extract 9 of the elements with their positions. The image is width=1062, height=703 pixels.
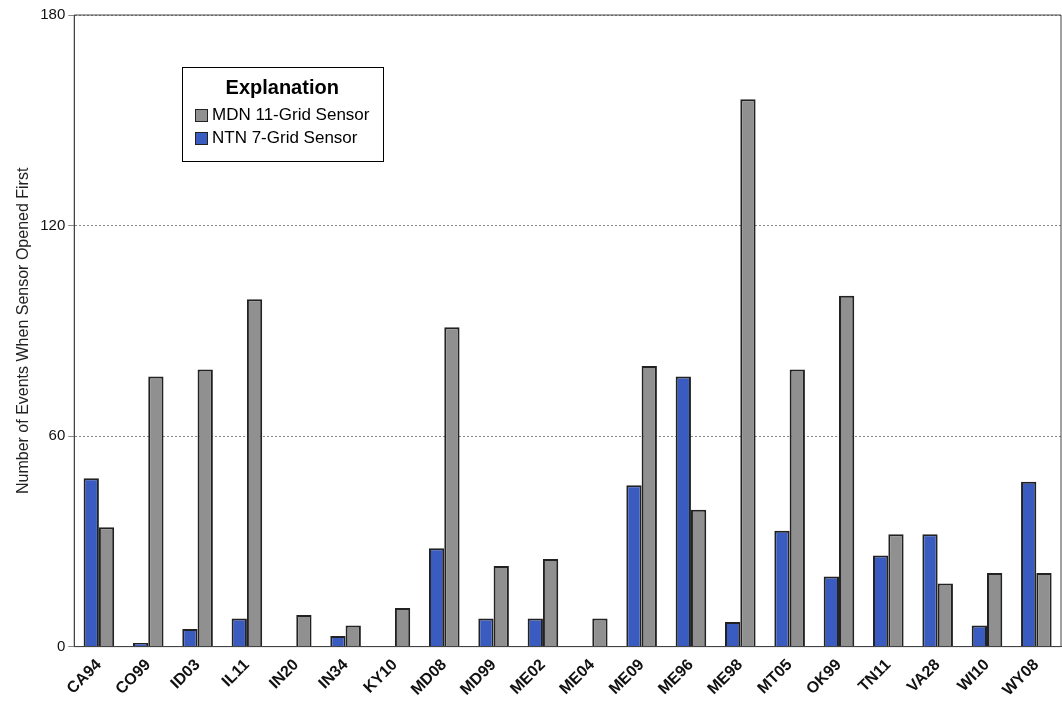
x-tick-label: IL11 (218, 655, 253, 690)
y-tick-label: 0 (56, 636, 66, 654)
legend-label: NTN 7-Grid Sensor (212, 128, 358, 148)
y-tick-label: 120 (40, 215, 66, 233)
y-tick-label: 180 (40, 5, 66, 23)
y-axis-title: Number of Events When Sensor Opened First (14, 167, 32, 494)
legend-label: MDN 11-Grid Sensor (212, 105, 370, 125)
legend-title: Explanation (224, 76, 340, 99)
y-tick-label: 60 (48, 426, 66, 444)
